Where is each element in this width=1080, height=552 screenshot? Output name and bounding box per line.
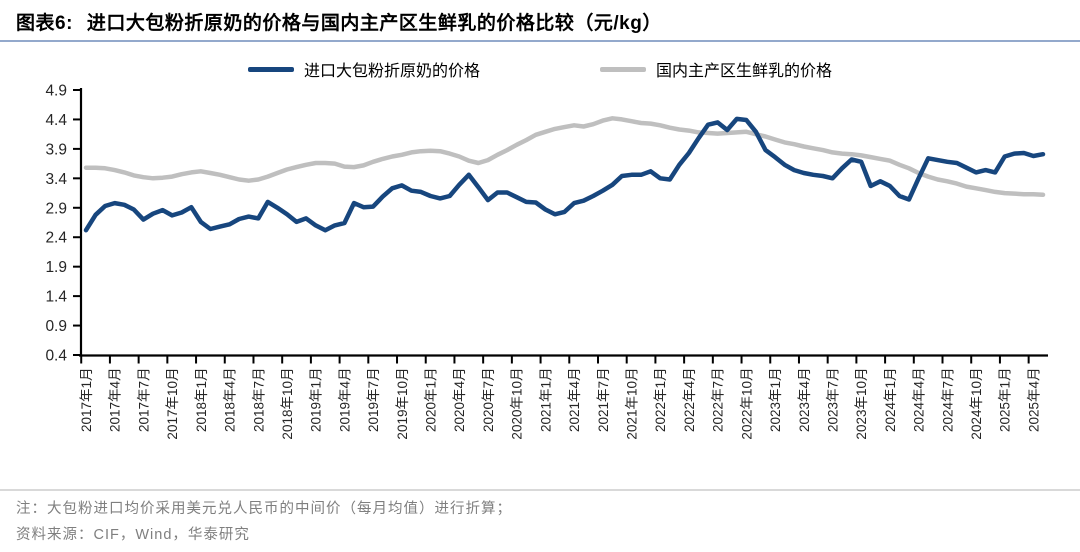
legend-label-import: 进口大包粉折原奶的价格 xyxy=(303,63,480,80)
y-axis-tick-label: 0.4 xyxy=(45,348,67,365)
x-axis-tick-label: 2022年1月 xyxy=(653,368,668,433)
x-axis-tick-label: 2023年10月 xyxy=(854,368,869,440)
y-axis-tick-label: 1.4 xyxy=(45,289,67,306)
x-axis-tick-label: 2020年7月 xyxy=(481,368,496,433)
figure-footer: 注：大包粉进口均价采用美元兑人民币的中间价（每月均值）进行折算； 资料来源：CI… xyxy=(0,489,1080,548)
import-price-line xyxy=(83,116,1046,233)
x-axis-tick-label: 2020年10月 xyxy=(510,368,525,440)
y-axis-tick-label: 3.4 xyxy=(45,171,67,188)
x-axis-tick-label: 2024年7月 xyxy=(940,368,955,433)
x-axis-tick-label: 2019年1月 xyxy=(309,368,324,433)
x-axis-tick-label: 2017年10月 xyxy=(165,368,180,440)
y-axis-tick-label: 3.9 xyxy=(45,141,67,158)
x-axis-tick-label: 2017年1月 xyxy=(79,368,94,433)
x-axis-tick-label: 2018年1月 xyxy=(194,368,209,433)
x-axis-tick-label: 2024年10月 xyxy=(969,368,984,440)
y-axis-tick-label: 2.4 xyxy=(45,230,67,247)
x-axis-tick-label: 2023年4月 xyxy=(797,368,812,433)
figure-number-label: 图表6: xyxy=(16,13,73,34)
x-axis-tick-label: 2021年10月 xyxy=(624,368,639,440)
chart-title-text: 进口大包粉折原奶的价格与国内主产区生鲜乳的价格比较（元/kg） xyxy=(86,13,662,34)
x-axis-tick-label: 2021年1月 xyxy=(538,368,553,433)
x-axis-tick-label: 2019年10月 xyxy=(395,368,410,440)
x-axis-tick-label: 2020年4月 xyxy=(452,368,467,433)
x-axis-tick-label: 2022年4月 xyxy=(682,368,697,433)
y-axis-tick-label: 4.9 xyxy=(45,83,67,100)
x-axis-tick-label: 2017年4月 xyxy=(108,368,123,433)
x-axis-tick-label: 2024年1月 xyxy=(883,368,898,433)
x-axis-tick-label: 2018年10月 xyxy=(280,368,295,440)
title-underline-rule xyxy=(0,40,1080,42)
x-axis-tick-label: 2025年1月 xyxy=(998,368,1013,433)
legend-item-import: 进口大包粉折原奶的价格 xyxy=(247,57,480,81)
x-axis-tick-label: 2018年7月 xyxy=(251,368,266,433)
x-axis-tick-label: 2022年10月 xyxy=(739,368,754,440)
source-text: 资料来源：CIF，Wind，华泰研究 xyxy=(16,527,250,543)
x-axis-tick-label: 2025年4月 xyxy=(1026,368,1041,433)
x-axis-tick-label: 2021年4月 xyxy=(567,368,582,433)
legend-item-domestic: 国内主产区生鲜乳的价格 xyxy=(600,57,832,81)
x-axis-tick-label: 2018年4月 xyxy=(223,368,238,433)
x-axis-tick-label: 2023年7月 xyxy=(825,368,840,433)
x-axis-tick-label: 2020年1月 xyxy=(424,368,439,433)
x-axis-tick-label: 2019年7月 xyxy=(366,368,381,433)
chart-legend: 进口大包粉折原奶的价格 国内主产区生鲜乳的价格 xyxy=(0,57,1080,81)
y-axis-tick-label: 4.4 xyxy=(45,112,67,129)
x-axis-tick-label: 2023年1月 xyxy=(768,368,783,433)
legend-label-domestic: 国内主产区生鲜乳的价格 xyxy=(656,63,833,80)
domestic-price-line xyxy=(83,116,1046,198)
y-axis-tick-label: 0.9 xyxy=(45,318,67,335)
footnote-text: 注：大包粉进口均价采用美元兑人民币的中间价（每月均值）进行折算； xyxy=(16,501,512,517)
figure-title: 图表6: 进口大包粉折原奶的价格与国内主产区生鲜乳的价格比较（元/kg） xyxy=(16,8,662,35)
x-axis-tick-label: 2017年7月 xyxy=(136,368,151,433)
x-axis-tick-label: 2022年7月 xyxy=(711,368,726,433)
import-line-swatch xyxy=(247,66,294,72)
y-axis-tick-label: 1.9 xyxy=(45,259,67,276)
x-axis-tick-label: 2024年4月 xyxy=(912,368,927,433)
x-axis-tick-label: 2021年7月 xyxy=(596,368,611,433)
x-axis-tick-label: 2019年4月 xyxy=(337,368,352,433)
y-axis-tick-label: 2.9 xyxy=(45,200,67,217)
domestic-line-swatch xyxy=(600,66,646,72)
